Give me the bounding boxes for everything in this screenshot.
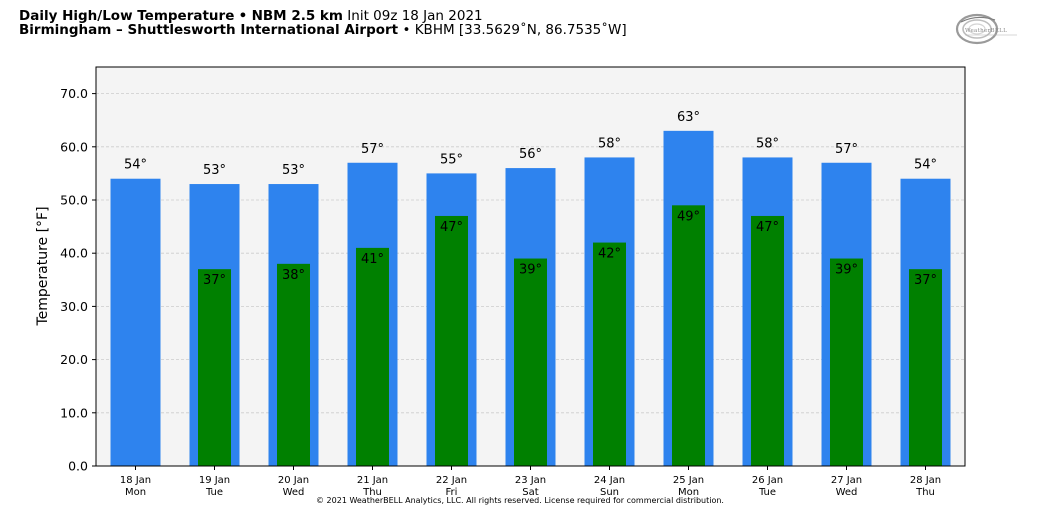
high-temp-label: 58°: [598, 136, 621, 151]
y-tick-label: 60.0: [60, 139, 88, 154]
high-temp-label: 53°: [282, 163, 305, 178]
x-tick-date: 27 Jan: [831, 475, 862, 486]
plot-frame: [95, 66, 966, 467]
x-tick-day: Wed: [836, 487, 858, 498]
y-tick-label: 0.0: [68, 459, 88, 474]
x-tick-date: 23 Jan: [515, 475, 546, 486]
x-tick-date: 28 Jan: [910, 475, 941, 486]
low-temp-label: 38°: [282, 268, 305, 283]
low-temp-label: 42°: [598, 247, 621, 262]
y-axis-label: Temperature [°F]: [35, 206, 51, 326]
location-name: Birmingham – Shuttlesworth International…: [19, 22, 399, 38]
low-bars: [198, 205, 942, 466]
weatherbell-logo: WeatherBELL: [955, 13, 1017, 45]
low-temp-bar: [277, 263, 310, 466]
logo-wordmark: WeatherBELL: [965, 28, 1007, 34]
high-temp-label: 58°: [756, 136, 779, 151]
low-temp-bar: [593, 242, 626, 466]
x-tick-day: Thu: [915, 487, 935, 498]
low-temp-bar: [672, 205, 705, 466]
y-tick-label: 30.0: [60, 299, 88, 314]
low-temp-bar: [514, 258, 547, 466]
x-tick-date: 20 Jan: [278, 475, 309, 486]
high-temp-label: 54°: [124, 158, 147, 173]
x-tick-day: Mon: [678, 487, 699, 498]
high-temp-label: 55°: [440, 152, 463, 167]
x-tick-date: 18 Jan: [120, 475, 151, 486]
x-tick-date: 24 Jan: [594, 475, 625, 486]
low-temp-label: 47°: [756, 220, 779, 235]
low-temp-bar: [909, 269, 942, 466]
low-temp-label: 47°: [440, 220, 463, 235]
value-labels: 54° 53° 37° 53° 38° 57° 41° 55° 47° 56° 39° 58° 42° 6…: [124, 110, 937, 288]
station-coords: KBHM [33.5629˚N, 86.7535˚W]: [414, 22, 627, 38]
x-tick-day: Tue: [205, 487, 223, 498]
y-tick-label: 70.0: [60, 86, 88, 101]
low-temp-bar: [751, 215, 784, 466]
y-tick-label: 20.0: [60, 352, 88, 367]
low-temp-label: 37°: [203, 273, 226, 288]
x-tick-date: 26 Jan: [752, 475, 783, 486]
high-temp-label: 54°: [914, 158, 937, 173]
chart-title: Daily High/Low Temperature • NBM 2.5 km …: [19, 9, 483, 24]
x-tick-day: Fri: [446, 487, 458, 498]
low-temp-label: 49°: [677, 209, 700, 224]
y-tick-label: 40.0: [60, 246, 88, 261]
x-tick-day: Wed: [283, 487, 305, 498]
low-temp-bar: [198, 269, 231, 466]
y-tick-label: 10.0: [60, 405, 88, 420]
title-bullet: •: [238, 8, 248, 24]
low-temp-label: 39°: [835, 263, 858, 278]
x-tick-day: Sun: [600, 487, 619, 498]
init-time: Init 09z 18 Jan 2021: [347, 8, 483, 24]
x-tick-day: Thu: [362, 487, 382, 498]
title-text: Daily High/Low Temperature: [19, 8, 235, 24]
high-temp-label: 53°: [203, 163, 226, 178]
high-temp-bar: [110, 178, 161, 466]
x-tick-date: 22 Jan: [436, 475, 467, 486]
y-tick-label: 50.0: [60, 193, 88, 208]
chart-subtitle: Birmingham – Shuttlesworth International…: [19, 23, 627, 38]
low-temp-label: 41°: [361, 252, 384, 267]
low-temp-label: 39°: [519, 263, 542, 278]
y-axis: 0.0 10.0 20.0 30.0 40.0 50.0 60.0 70.0: [60, 86, 96, 474]
x-tick-day: Sat: [522, 487, 538, 498]
x-tick-date: 21 Jan: [357, 475, 388, 486]
low-temp-label: 37°: [914, 273, 937, 288]
copyright-footer: © 2021 WeatherBELL Analytics, LLC. All r…: [316, 496, 724, 505]
x-tick-day: Mon: [125, 487, 146, 498]
location-bullet: •: [402, 22, 411, 38]
high-temp-label: 63°: [677, 110, 700, 125]
x-tick-date: 25 Jan: [673, 475, 704, 486]
x-tick-day: Tue: [758, 487, 776, 498]
x-tick-date: 19 Jan: [199, 475, 230, 486]
high-temp-label: 57°: [361, 142, 384, 157]
high-temp-label: 57°: [835, 142, 858, 157]
high-temp-label: 56°: [519, 147, 542, 162]
low-temp-bar: [356, 247, 389, 466]
model-name: NBM 2.5 km: [251, 8, 343, 24]
low-temp-bar: [830, 258, 863, 466]
low-temp-bar: [435, 215, 468, 466]
